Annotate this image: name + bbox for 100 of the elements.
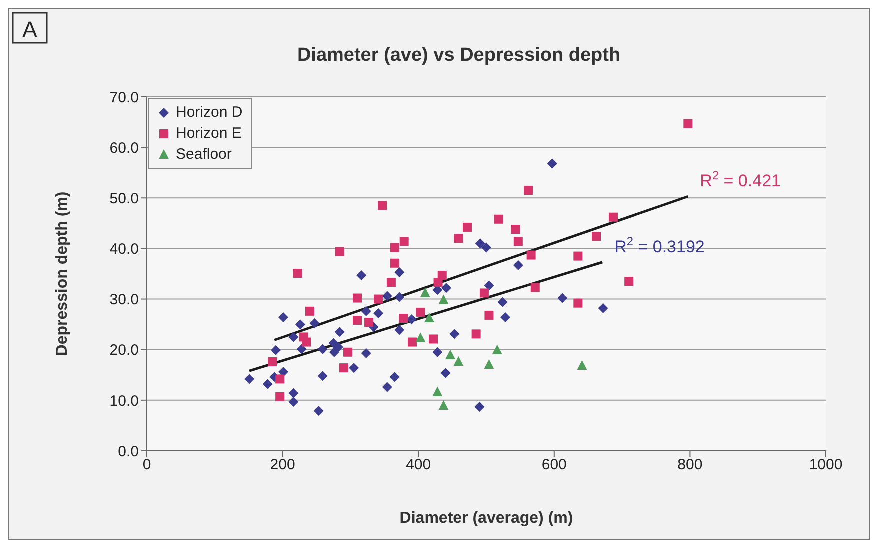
point <box>684 119 693 128</box>
point <box>598 303 608 314</box>
legend-label: Horizon D <box>176 103 243 123</box>
point <box>475 238 486 249</box>
point <box>526 250 536 260</box>
point <box>296 344 307 354</box>
point <box>390 258 400 268</box>
point <box>356 270 367 281</box>
y-tick-label: 10.0 <box>110 392 139 410</box>
annotation: R$^{2}$ = 0.421 <box>700 168 781 191</box>
y-axis-title: Depression depth (m) <box>54 192 71 356</box>
point <box>462 222 472 232</box>
point <box>513 260 524 270</box>
point <box>262 379 273 390</box>
point <box>310 318 320 329</box>
point <box>480 288 489 298</box>
point <box>446 350 456 360</box>
point <box>472 330 481 339</box>
x-tick-label: 800 <box>678 456 703 474</box>
point <box>271 345 282 356</box>
y-tick-label: 70.0 <box>110 89 139 106</box>
x-tick-label: 400 <box>406 456 432 474</box>
point <box>268 357 278 366</box>
point <box>511 224 520 234</box>
point <box>432 386 443 396</box>
point <box>420 288 430 298</box>
point <box>361 348 372 358</box>
point <box>288 332 299 342</box>
point <box>302 338 312 347</box>
point <box>438 400 449 410</box>
point <box>592 232 601 242</box>
point <box>438 294 449 304</box>
point <box>484 310 494 320</box>
point <box>335 247 344 256</box>
x-axis-title: Diameter (average) (m) <box>400 510 574 527</box>
x-tick-label: 600 <box>542 456 567 474</box>
point <box>454 356 464 366</box>
point <box>390 372 400 382</box>
point <box>378 201 388 210</box>
point <box>406 314 417 325</box>
point <box>574 298 583 308</box>
point <box>416 332 426 342</box>
point <box>314 406 324 416</box>
legend-label: Seafloor <box>176 145 232 165</box>
point <box>484 280 494 291</box>
point <box>441 283 452 294</box>
point <box>390 243 400 252</box>
point <box>574 252 583 261</box>
point <box>288 396 299 407</box>
point <box>276 374 285 384</box>
point <box>500 312 511 322</box>
y-tick-label: 60.0 <box>110 140 139 157</box>
x-tick-label: 0 <box>142 456 152 474</box>
point <box>305 306 314 316</box>
point <box>333 342 344 352</box>
x-tick-label: 1000 <box>809 456 843 474</box>
point <box>244 374 255 384</box>
point <box>424 313 434 323</box>
y-tick-label: 0.0 <box>118 443 139 460</box>
point <box>343 348 352 357</box>
point <box>440 368 451 378</box>
point <box>386 278 396 288</box>
x-tick-label: 200 <box>270 456 296 474</box>
point <box>624 277 634 286</box>
point <box>374 308 384 318</box>
annotation: R$^{2}$ = 0.3192 <box>614 234 705 256</box>
point <box>374 294 384 304</box>
point <box>577 360 588 370</box>
point <box>524 186 534 196</box>
panel-label: A <box>12 12 48 44</box>
point <box>293 268 302 278</box>
point <box>349 363 360 374</box>
point <box>547 158 558 169</box>
point <box>288 388 299 398</box>
point <box>318 371 328 382</box>
point <box>382 382 392 392</box>
point <box>498 297 508 308</box>
point <box>295 320 306 330</box>
point <box>530 283 540 292</box>
point <box>334 327 345 338</box>
point <box>474 402 485 412</box>
point <box>364 318 374 328</box>
point <box>484 360 494 370</box>
y-tick-label: 20.0 <box>110 342 139 360</box>
point <box>608 212 618 222</box>
point <box>361 306 372 316</box>
point <box>400 237 409 246</box>
point <box>399 314 408 324</box>
point <box>429 334 438 344</box>
point <box>278 312 288 322</box>
chart-title: Diameter (ave) vs Depression depth <box>297 45 621 66</box>
point <box>318 344 328 354</box>
point <box>329 347 340 358</box>
point <box>382 291 392 302</box>
point <box>454 234 464 244</box>
point <box>339 364 348 373</box>
y-tick-label: 40.0 <box>110 241 139 258</box>
point <box>394 325 405 336</box>
point <box>352 294 362 303</box>
y-tick-label: 50.0 <box>110 190 139 208</box>
